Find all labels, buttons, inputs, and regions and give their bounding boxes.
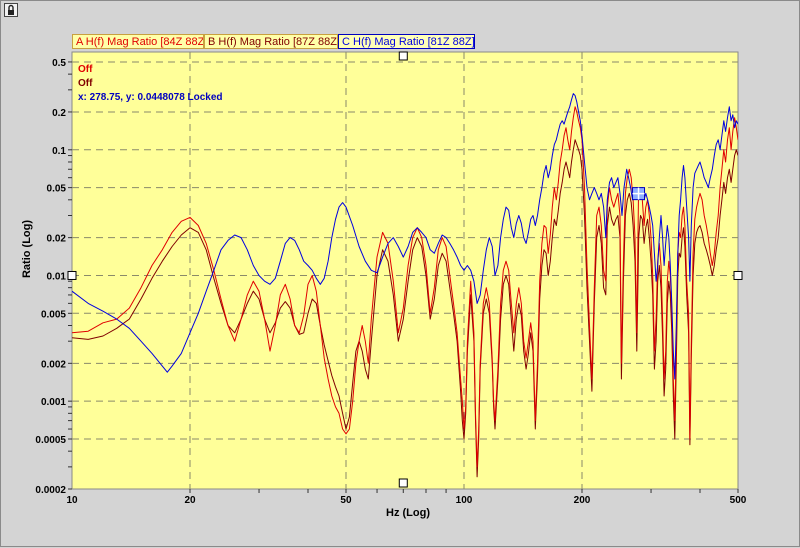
x-tick-label: 200 — [574, 495, 591, 506]
y-axis-label: Ratio (Log) — [21, 219, 33, 279]
trace-tabs: A H(f) Mag Ratio [84Z 88Z B H(f) Mag Rat… — [72, 34, 475, 51]
cursor-marker — [632, 187, 646, 201]
y-tick-label: 0.05 — [47, 184, 67, 195]
y-tick-label: 0.0002 — [35, 485, 66, 496]
y-tick-label: 0.02 — [47, 234, 67, 245]
y-tick-label: 0.001 — [41, 397, 66, 408]
y-tick-label: 0.5 — [52, 58, 66, 69]
trace-b-status: Off — [78, 78, 93, 89]
y-tick-label: 0.1 — [52, 146, 66, 157]
resize-handle[interactable] — [67, 270, 77, 280]
trace-tab-a[interactable]: A H(f) Mag Ratio [84Z 88Z — [72, 34, 204, 49]
x-tick-label: 20 — [184, 495, 196, 506]
lock-icon[interactable] — [4, 3, 18, 17]
y-tick-label: 0.0005 — [35, 435, 66, 446]
cursor-readout: x: 278.75, y: 0.0448078 Locked — [78, 92, 223, 103]
x-tick-label: 50 — [340, 495, 352, 506]
trace-tab-b[interactable]: B H(f) Mag Ratio [87Z 88Z — [204, 34, 338, 49]
series-group — [72, 93, 738, 478]
y-tick-label: 0.2 — [52, 108, 66, 119]
y-tick-label: 0.01 — [47, 271, 67, 282]
x-tick-label: 10 — [66, 495, 78, 506]
x-axis-label: Hz (Log) — [386, 507, 430, 519]
status-panel: Off Off x: 278.75, y: 0.0448078 Locked — [78, 63, 223, 105]
resize-handle[interactable] — [733, 270, 743, 280]
x-tick-label: 100 — [456, 495, 473, 506]
resize-handle[interactable] — [398, 478, 408, 488]
x-tick-label: 500 — [730, 495, 747, 506]
y-tick-label: 0.005 — [41, 309, 66, 320]
trace-tab-c[interactable]: C H(f) Mag Ratio [81Z 88Z] — [338, 34, 475, 49]
plot-background — [71, 51, 739, 490]
resize-handle[interactable] — [398, 51, 408, 61]
trace-a-status: Off — [78, 64, 93, 75]
y-tick-label: 0.002 — [41, 359, 66, 370]
series-line-c — [72, 93, 738, 380]
